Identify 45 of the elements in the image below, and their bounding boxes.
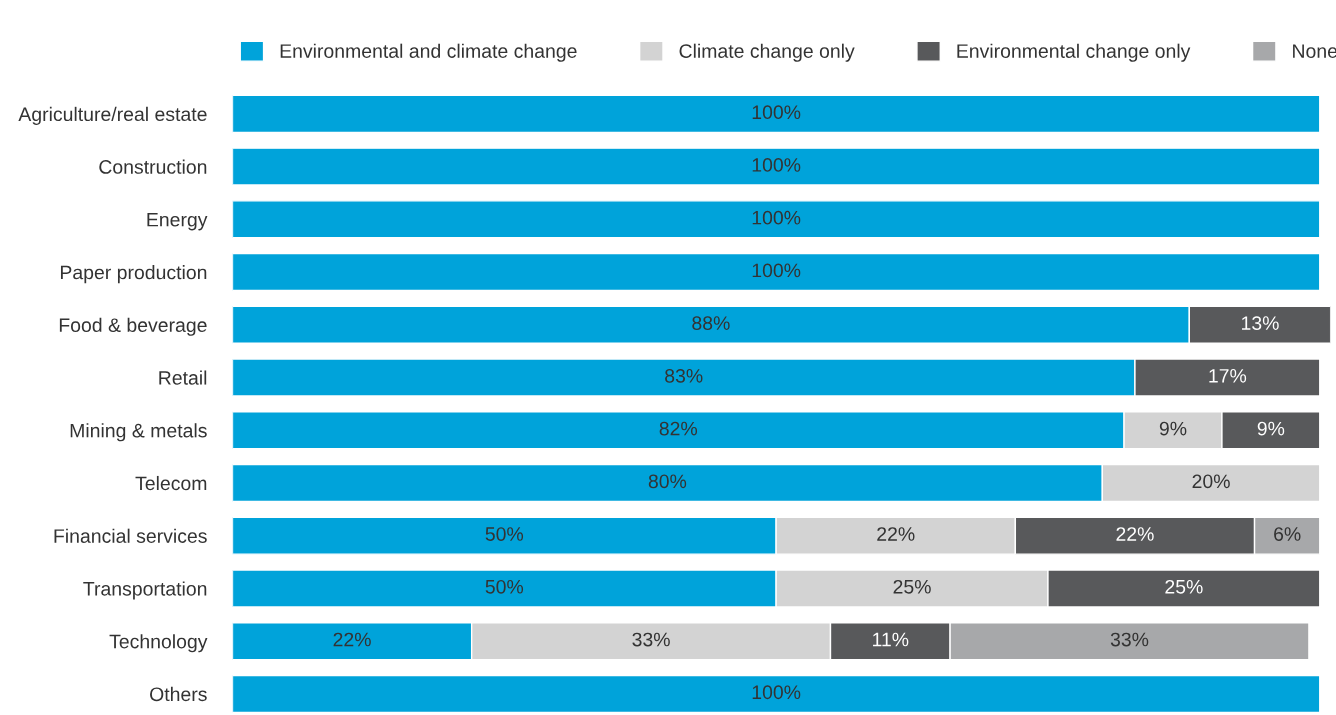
y-tick-label: Energy — [147, 212, 208, 231]
data-label: 9% — [1159, 421, 1187, 436]
bar — [232, 94, 1321, 134]
data-label: 100% — [752, 158, 801, 172]
data-label: 6% — [1274, 527, 1301, 541]
legend-label: Environmental and climate change — [280, 43, 577, 62]
data-label: 25% — [893, 579, 931, 594]
bar — [232, 674, 1321, 714]
y-tick-label: Agriculture/real estate — [18, 106, 207, 125]
y-tick-label: Transportation — [83, 581, 207, 600]
data-label: 50% — [485, 579, 524, 594]
y-tick-label: Food & beverage — [59, 317, 207, 336]
data-label: 9% — [1257, 421, 1285, 436]
data-label: 88% — [692, 316, 730, 331]
data-label: 13% — [1242, 316, 1279, 331]
bar — [232, 252, 1321, 292]
y-tick-label: Telecom — [135, 475, 207, 491]
y-tick-label: Paper production — [60, 265, 207, 284]
y-tick-label: Financial services — [54, 528, 207, 543]
data-label: 100% — [752, 685, 801, 700]
data-label: 22% — [333, 632, 371, 647]
data-label: 83% — [665, 368, 703, 383]
data-label: 11% — [873, 632, 909, 647]
data-label: 20% — [1192, 474, 1230, 489]
data-label: 33% — [632, 632, 670, 647]
legend-label: Environmental change only — [957, 43, 1191, 62]
y-tick-label: Technology — [109, 634, 208, 653]
data-label: 22% — [877, 527, 915, 541]
data-label: 25% — [1165, 579, 1203, 594]
legend-label: Climate change only — [679, 43, 855, 62]
data-label: 80% — [648, 474, 687, 489]
bar — [232, 147, 1321, 186]
data-label: 17% — [1209, 369, 1247, 383]
data-label: 22% — [1116, 527, 1154, 541]
bar — [232, 200, 1321, 239]
data-label: 33% — [1110, 632, 1149, 647]
y-tick-label: Construction — [99, 159, 207, 174]
data-label: 100% — [752, 105, 801, 120]
data-label: 50% — [485, 527, 524, 541]
y-tick-label: Mining & metals — [70, 423, 207, 442]
y-tick-label: Retail — [159, 370, 207, 385]
data-label: 100% — [752, 210, 801, 225]
data-label: 100% — [752, 263, 801, 278]
y-tick-label: Others — [150, 686, 207, 702]
data-label: 82% — [659, 421, 698, 436]
